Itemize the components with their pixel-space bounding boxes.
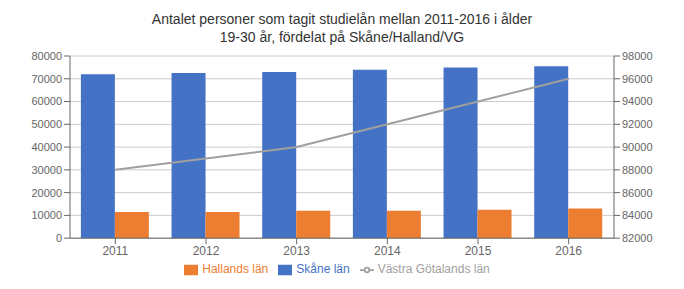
svg-text:2015: 2015 <box>465 244 492 258</box>
svg-text:98000: 98000 <box>622 50 653 62</box>
svg-text:2012: 2012 <box>193 244 220 258</box>
svg-text:2014: 2014 <box>374 244 401 258</box>
svg-text:94000: 94000 <box>622 95 653 107</box>
html-text:19-30 år, fördelat på Skåne/Ha: 19-30 år, fördelat på Skåne/Halland/VG <box>219 29 465 45</box>
svg-text:50000: 50000 <box>31 118 62 130</box>
svg-text:2016: 2016 <box>555 244 582 258</box>
html-text:Hallands län: Hallands län <box>202 262 269 277</box>
svg-text:70000: 70000 <box>31 73 62 85</box>
html-text:Västra Götalands län: Västra Götalands län <box>377 262 490 277</box>
svg-text:82000: 82000 <box>622 232 653 244</box>
svg-text:10000: 10000 <box>31 209 62 221</box>
html-text:Antalet personer som tagit stu: Antalet personer som tagit studielån mel… <box>151 11 533 27</box>
svg-text:92000: 92000 <box>622 118 653 130</box>
svg-text:2013: 2013 <box>283 244 310 258</box>
svg-text:0: 0 <box>56 232 62 244</box>
html-text:Skåne län: Skåne län <box>296 262 350 277</box>
svg-text:2011: 2011 <box>102 244 128 258</box>
svg-text:90000: 90000 <box>622 141 653 153</box>
svg-text:60000: 60000 <box>31 95 62 107</box>
svg-text:88000: 88000 <box>622 164 653 176</box>
svg-text:84000: 84000 <box>622 209 653 221</box>
svg-text:40000: 40000 <box>31 141 62 153</box>
svg-text:96000: 96000 <box>622 73 653 85</box>
svg-text:20000: 20000 <box>31 187 62 199</box>
svg-text:30000: 30000 <box>31 164 62 176</box>
svg-text:86000: 86000 <box>622 187 653 199</box>
svg-text:80000: 80000 <box>31 50 62 62</box>
